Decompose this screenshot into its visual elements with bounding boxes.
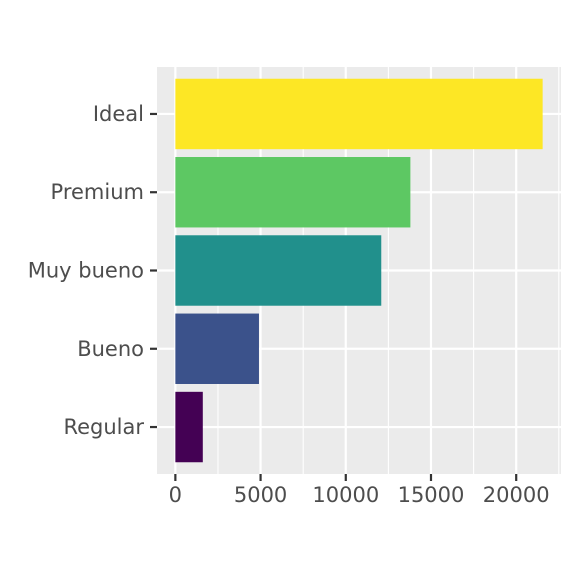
x-tick-label: 10000 (312, 483, 379, 507)
y-tick-label: Premium (51, 180, 144, 204)
x-tick-label: 5000 (234, 483, 287, 507)
x-tick-label: 20000 (483, 483, 550, 507)
bar-regular (175, 391, 203, 463)
bar-bueno (175, 313, 259, 384)
x-tick-label: 15000 (398, 483, 465, 507)
y-tick-label: Muy bueno (28, 259, 144, 283)
y-tick-label: Bueno (77, 337, 144, 361)
x-tick-label: 0 (169, 483, 182, 507)
bar-ideal (175, 78, 543, 150)
y-tick-label: Ideal (93, 102, 144, 126)
bar-muy-bueno (175, 235, 382, 306)
y-tick-label: Regular (63, 415, 144, 439)
bar-premium (175, 157, 411, 228)
